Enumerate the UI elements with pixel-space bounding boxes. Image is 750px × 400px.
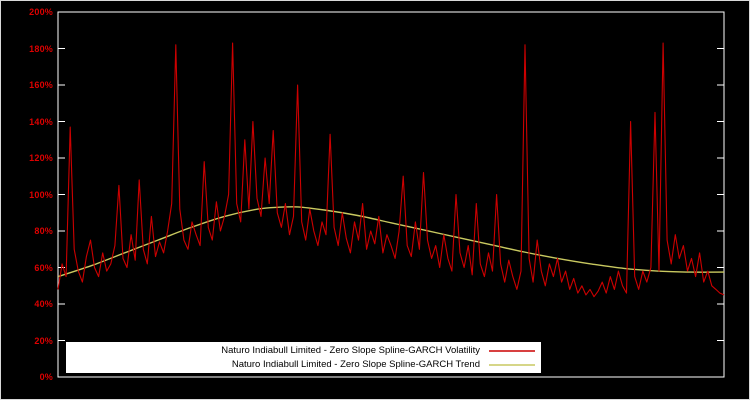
legend: Naturo Indiabull Limited - Zero Slope Sp… bbox=[66, 342, 541, 373]
legend-item-volatility: Naturo Indiabull Limited - Zero Slope Sp… bbox=[72, 344, 535, 357]
y-tick-label: 200% bbox=[29, 7, 53, 17]
y-tick-label: 120% bbox=[29, 153, 53, 163]
trend-line-sample bbox=[489, 363, 535, 366]
y-tick-label: 180% bbox=[29, 43, 53, 54]
legend-label-trend: Naturo Indiabull Limited - Zero Slope Sp… bbox=[231, 359, 480, 370]
trend-line bbox=[57, 206, 725, 278]
y-tick-marks bbox=[58, 11, 724, 378]
legend-item-trend: Naturo Indiabull Limited - Zero Slope Sp… bbox=[72, 358, 535, 371]
plot-border bbox=[57, 11, 725, 378]
volatility-line bbox=[57, 42, 725, 298]
y-tick-label: 0% bbox=[39, 372, 53, 382]
y-tick-label: 140% bbox=[29, 116, 53, 127]
y-tick-label: 60% bbox=[34, 262, 53, 273]
y-tick-label: 160% bbox=[29, 80, 53, 90]
volatility-line-sample bbox=[489, 349, 535, 352]
y-tick-label: 100% bbox=[29, 189, 53, 200]
legend-label-volatility: Naturo Indiabull Limited - Zero Slope Sp… bbox=[221, 345, 480, 356]
y-tick-label: 20% bbox=[34, 335, 53, 346]
y-tick-label: 40% bbox=[34, 299, 53, 309]
y-tick-label: 80% bbox=[34, 226, 53, 236]
